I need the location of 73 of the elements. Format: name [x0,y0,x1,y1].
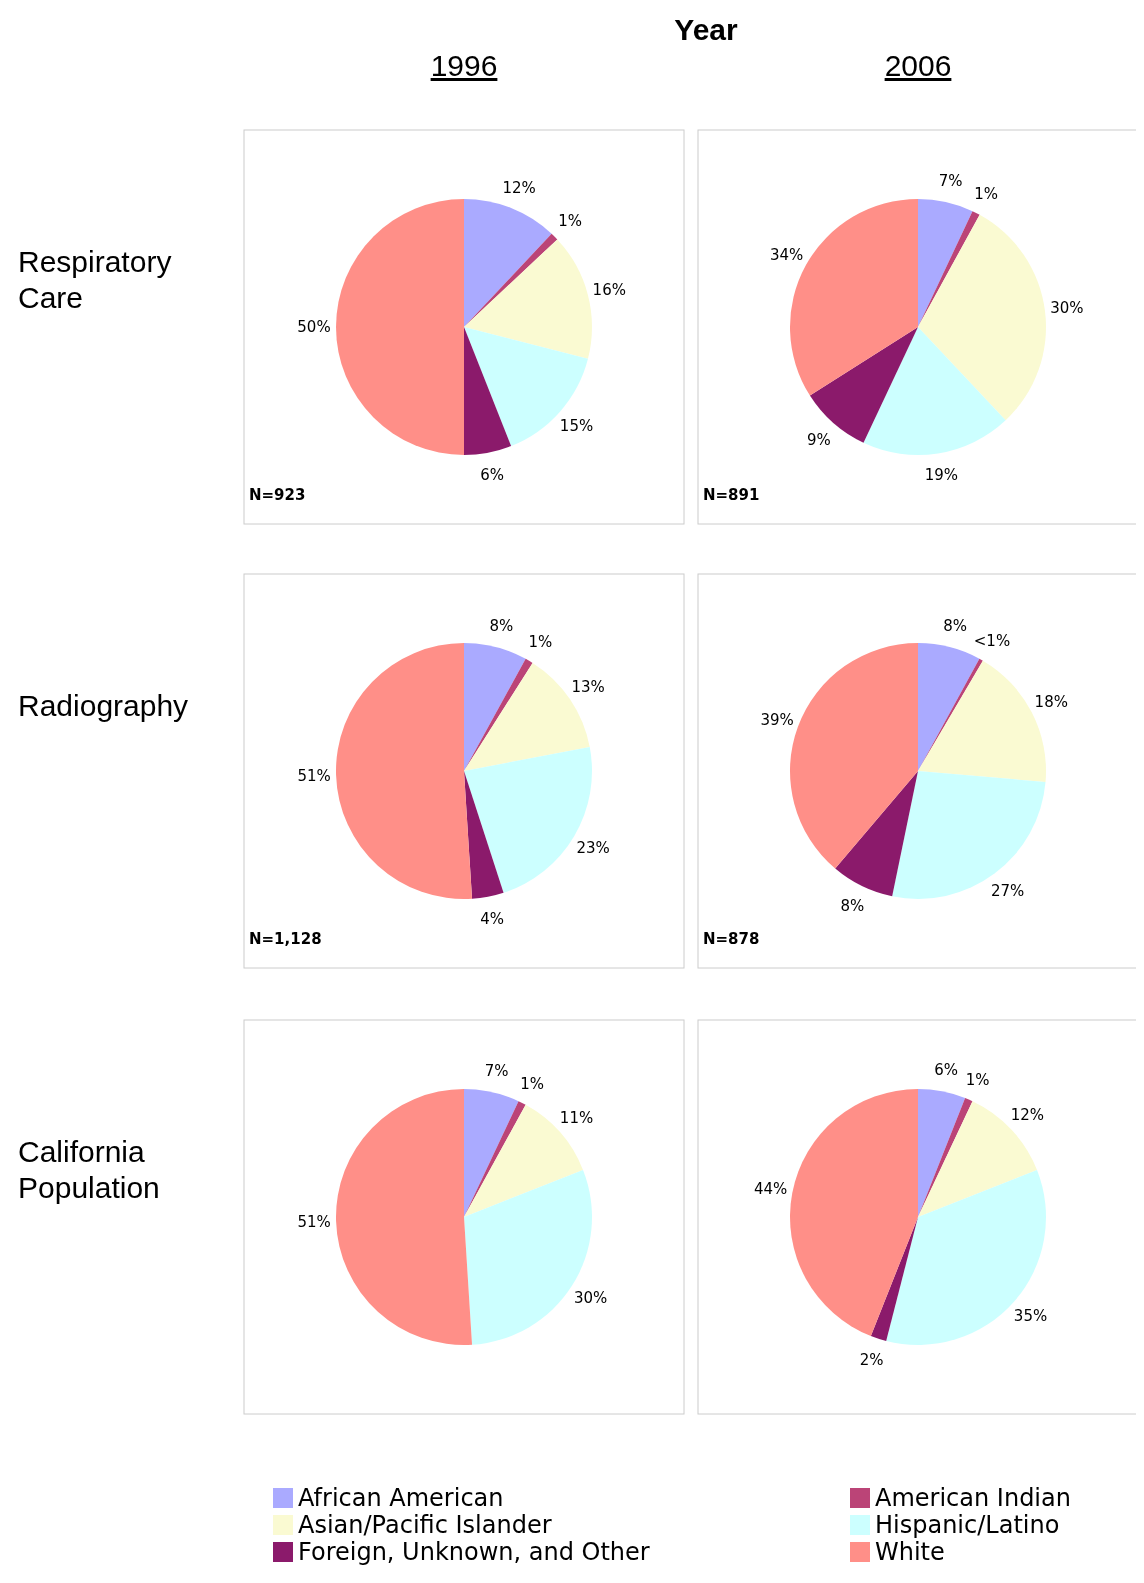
data-label: <1% [973,631,1011,650]
pie-slice [918,214,1046,421]
pie-slice [336,643,473,899]
data-label: 6% [480,465,505,484]
text: N=1,128 [249,930,322,948]
data-label: 7% [938,171,963,190]
data-label: 39% [760,710,794,729]
data-label: 16% [592,280,626,299]
data-label: 7% [484,1061,509,1080]
legend-label: African American [298,1484,504,1512]
pie-slice [464,327,512,455]
data-label: 1% [520,1074,544,1093]
pie-slice [464,658,533,771]
pie-slice [790,1089,918,1337]
pie-slice [464,1089,519,1217]
pie-slice [464,233,558,327]
data-label: 15% [559,417,594,436]
text: N=878 [703,930,760,948]
text: N=891 [703,486,760,504]
pie-slice [918,1097,973,1217]
data-label: 6% [934,1060,959,1079]
data-label: 8% [943,616,968,635]
chart-subtitle: 1996 [430,49,498,82]
data-label: 1% [558,212,582,231]
data-label: 12% [502,178,536,197]
data-label: 1% [974,184,998,203]
data-label: 12% [1010,1105,1045,1124]
data-label: 50% [297,318,331,337]
text: California Population [18,1135,160,1204]
pie-slice [886,1169,1046,1345]
data-label: 51% [297,1212,331,1231]
data-label: 34% [769,245,804,264]
data-label: 9% [806,430,831,449]
pie-slice [336,199,464,455]
pie-slice [892,771,1046,899]
pie-slice [464,643,526,771]
pie-slice [336,1089,473,1345]
chart-subtitle: 2006 [884,49,952,82]
data-label: 2% [859,1350,884,1369]
data-label: 1% [965,1070,990,1089]
data-label: 27% [991,882,1025,901]
pie-slice [464,771,504,899]
pie-slice [870,1217,918,1341]
data-label: 35% [1013,1307,1048,1326]
data-label: 11% [559,1109,594,1128]
text: Respiratory Care [18,245,172,314]
data-label: 51% [297,766,331,785]
data-label: 30% [573,1288,608,1307]
data-label: 1% [528,633,553,652]
data-label: 8% [489,616,514,635]
pie-slice [918,199,973,327]
text: Radiography [18,689,189,722]
legend-label: Foreign, Unknown, and Other [298,1538,650,1566]
data-label: 30% [1050,299,1084,318]
pie-slice [835,771,918,897]
data-label: 19% [924,466,959,485]
pie-slice [863,327,1006,455]
data-label: 18% [1034,693,1068,712]
data-label: 13% [571,677,605,696]
data-label: 44% [753,1180,788,1199]
pie-slice [464,199,552,327]
pie-slice [809,327,918,443]
pie-slice [464,239,592,359]
data-label: 8% [840,897,865,916]
legend-label: Hispanic/Latino [875,1511,1060,1539]
legend-label: American Indian [875,1484,1071,1512]
pie-slice [918,1089,966,1217]
data-label: 23% [576,838,610,857]
legend-label: Asian/Pacific Islander [298,1511,552,1539]
text: Year [674,13,739,46]
data-label: 4% [480,909,505,928]
text: N=923 [249,486,306,504]
legend-label: White [875,1538,945,1566]
